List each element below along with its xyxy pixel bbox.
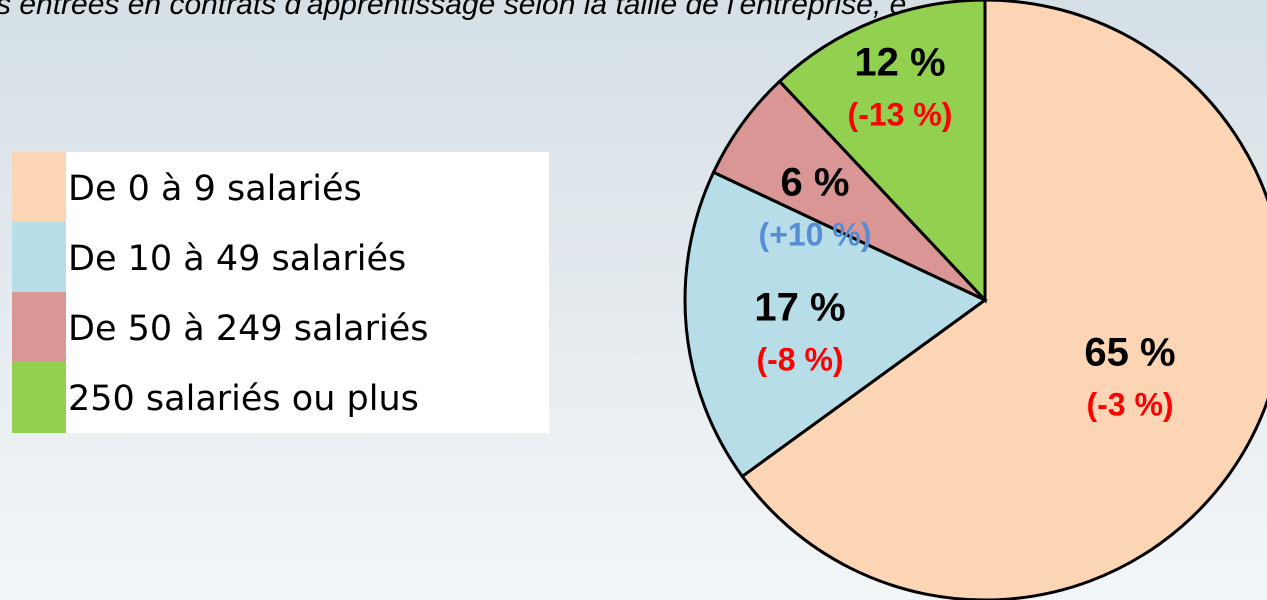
pie-slice xyxy=(740,0,1267,600)
legend-swatch xyxy=(12,362,66,433)
chart-title: s entrées en contrats d'apprentissage se… xyxy=(0,0,906,21)
value-label: 12 % xyxy=(854,41,945,85)
legend-box xyxy=(12,152,549,433)
legend-swatch xyxy=(12,292,66,362)
value-label: 17 % xyxy=(754,286,845,330)
legend-label: De 0 à 9 salariés xyxy=(68,169,362,209)
pie-slice xyxy=(777,0,987,304)
legend-label: De 10 à 49 salariés xyxy=(68,239,406,279)
change-label: (-3 %) xyxy=(1086,386,1173,422)
legend-swatch xyxy=(12,222,66,292)
change-label: (+10 %) xyxy=(759,216,872,252)
legend-label: 250 salariés ou plus xyxy=(68,379,419,419)
change-label: (-13 %) xyxy=(848,96,953,132)
legend-swatch xyxy=(12,152,66,222)
legend-label: De 50 à 249 salariés xyxy=(68,309,429,349)
pie-slice xyxy=(683,170,988,479)
change-label: (-8 %) xyxy=(756,341,843,377)
value-label: 65 % xyxy=(1084,331,1175,375)
value-label: 6 % xyxy=(781,161,850,205)
